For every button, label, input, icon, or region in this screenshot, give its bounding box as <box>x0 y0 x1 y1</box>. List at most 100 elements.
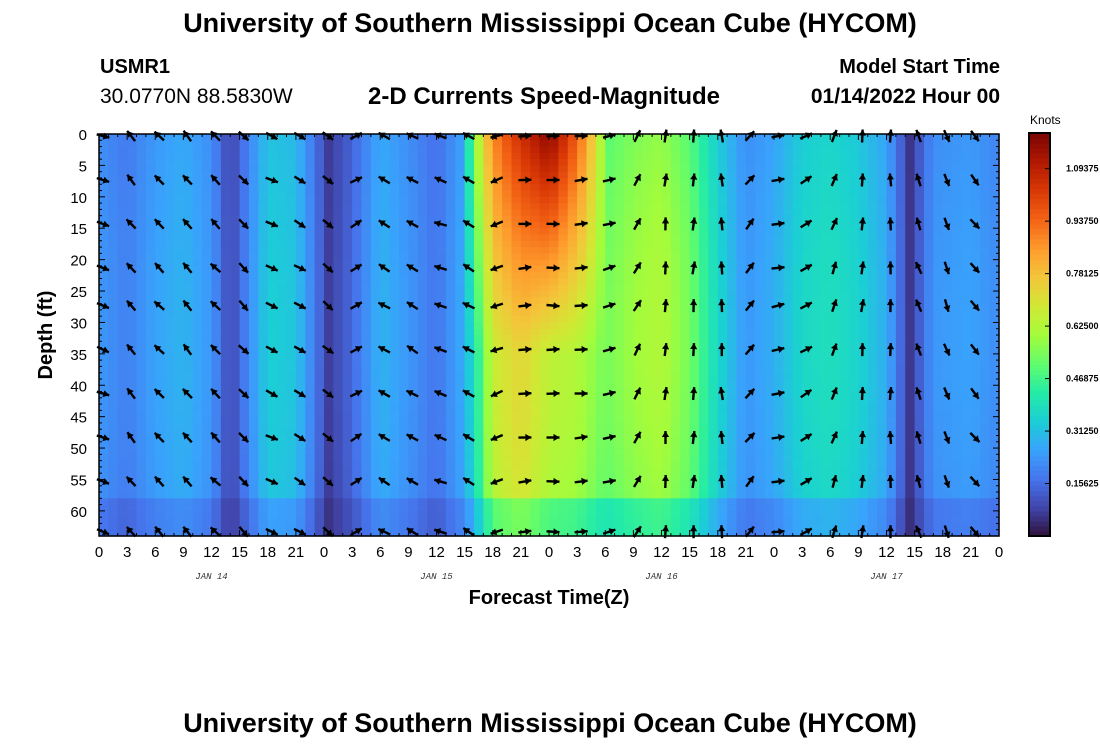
heatmap-cell <box>258 140 269 148</box>
heatmap-cell <box>174 190 184 198</box>
heatmap-cell <box>727 479 738 487</box>
heatmap-cell <box>352 397 363 405</box>
heatmap-cell <box>230 165 241 173</box>
heatmap-cell <box>652 391 663 399</box>
heatmap-cell <box>755 341 766 349</box>
heatmap-cell <box>764 353 775 361</box>
heatmap-cell <box>502 203 513 210</box>
heatmap-cell <box>389 184 400 192</box>
heatmap-cell <box>258 171 269 179</box>
heatmap-cell <box>586 240 597 248</box>
heatmap-cell <box>305 523 316 531</box>
heatmap-cell <box>670 291 681 298</box>
heatmap-cell <box>680 278 691 286</box>
heatmap-cell <box>267 422 278 430</box>
heatmap-cell <box>464 466 475 474</box>
heatmap-cell <box>445 297 456 305</box>
heatmap-cell <box>333 171 344 179</box>
heatmap-cell <box>314 504 325 512</box>
heatmap-cell <box>680 316 691 324</box>
heatmap-cell <box>333 322 344 330</box>
heatmap-cell <box>474 291 484 298</box>
heatmap-cell <box>361 529 372 537</box>
heatmap-cell <box>717 498 728 506</box>
heatmap-cell <box>567 441 578 449</box>
heatmap-cell <box>230 265 241 273</box>
heatmap-cell <box>511 441 522 449</box>
heatmap-cell <box>267 322 278 330</box>
heatmap-cell <box>745 278 756 286</box>
heatmap-cell <box>230 309 241 317</box>
heatmap-cell <box>183 140 194 148</box>
heatmap-cell <box>136 209 147 217</box>
heatmap-cell <box>417 297 428 305</box>
heatmap-cell <box>624 341 634 349</box>
heatmap-cell <box>455 410 466 418</box>
heatmap-cell <box>211 209 222 217</box>
heatmap-cell <box>661 510 672 518</box>
heatmap-cell <box>577 291 588 298</box>
heatmap-cell <box>389 303 400 311</box>
heatmap-cell <box>108 328 119 336</box>
heatmap-cell <box>595 309 606 317</box>
heatmap-cell <box>427 272 438 280</box>
heatmap-cell <box>680 498 691 506</box>
heatmap-cell <box>708 134 719 141</box>
heatmap-cell <box>811 466 822 474</box>
heatmap-cell <box>445 209 456 217</box>
heatmap-cell <box>577 517 588 525</box>
heatmap-cell <box>633 492 644 499</box>
heatmap-cell <box>127 247 138 254</box>
heatmap-cell <box>258 196 269 204</box>
heatmap-cell <box>774 215 784 223</box>
heatmap-cell <box>652 504 663 512</box>
heatmap-cell <box>295 498 306 506</box>
heatmap-cell <box>277 272 288 280</box>
heatmap-cell <box>380 466 391 474</box>
heatmap-cell <box>670 366 681 374</box>
heatmap-cell <box>689 353 700 361</box>
heatmap-cell <box>736 159 747 167</box>
heatmap-cell <box>342 297 353 305</box>
heatmap-cell <box>577 510 588 518</box>
heatmap-cell <box>802 448 813 455</box>
heatmap-cell <box>370 247 381 254</box>
heatmap-cell <box>633 228 644 236</box>
heatmap-cell <box>792 284 803 292</box>
heatmap-cell <box>483 378 494 386</box>
heatmap-cell <box>774 360 784 368</box>
heatmap-cell <box>539 265 550 273</box>
heatmap-cell <box>211 397 222 405</box>
heatmap-cell <box>249 177 259 185</box>
heatmap-cell <box>117 385 128 393</box>
heatmap-cell <box>708 510 719 518</box>
heatmap-cell <box>670 234 681 242</box>
heatmap-cell <box>399 385 409 393</box>
heatmap-cell <box>792 404 803 411</box>
heatmap-cell <box>399 410 409 418</box>
heatmap-cell <box>108 448 119 455</box>
heatmap-cell <box>689 479 700 487</box>
heatmap-cell <box>755 291 766 298</box>
heatmap-cell <box>417 492 428 499</box>
heatmap-cell <box>792 366 803 374</box>
heatmap-cell <box>99 159 109 167</box>
heatmap-cell <box>99 485 109 493</box>
heatmap-cell <box>286 215 297 223</box>
heatmap-cell <box>249 322 259 330</box>
heatmap-cell <box>567 240 578 248</box>
heatmap-cell <box>755 240 766 248</box>
heatmap-cell <box>605 322 616 330</box>
heatmap-cell <box>511 485 522 493</box>
heatmap-cell <box>127 460 138 468</box>
heatmap-cell <box>183 247 194 254</box>
heatmap-cell <box>230 504 241 512</box>
heatmap-cell <box>127 378 138 386</box>
heatmap-cell <box>605 190 616 198</box>
heatmap-cell <box>258 385 269 393</box>
heatmap-cell <box>549 240 559 248</box>
heatmap-cell <box>483 228 494 236</box>
heatmap-cell <box>286 460 297 468</box>
heatmap-cell <box>324 328 334 336</box>
heatmap-cell <box>661 492 672 499</box>
